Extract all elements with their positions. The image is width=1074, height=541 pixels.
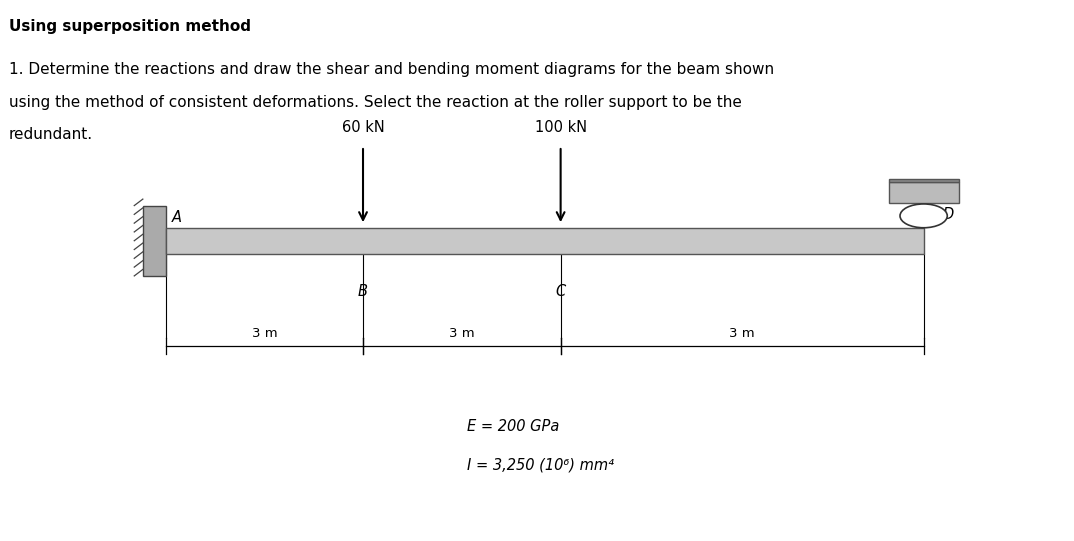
Bar: [889, 179, 959, 182]
Text: 1. Determine the reactions and draw the shear and bending moment diagrams for th: 1. Determine the reactions and draw the …: [9, 62, 773, 77]
Circle shape: [900, 204, 947, 228]
Text: Using superposition method: Using superposition method: [9, 19, 250, 34]
Bar: [166, 228, 924, 254]
Text: C: C: [555, 284, 566, 299]
Text: 100 kN: 100 kN: [535, 120, 586, 135]
Text: 3 m: 3 m: [729, 327, 755, 340]
Bar: [889, 182, 959, 203]
Text: B: B: [358, 284, 368, 299]
Text: A: A: [172, 210, 182, 225]
Text: D: D: [943, 207, 954, 222]
Text: redundant.: redundant.: [9, 127, 92, 142]
Text: E = 200 GPa: E = 200 GPa: [467, 419, 560, 434]
Text: 3 m: 3 m: [449, 327, 475, 340]
Text: 3 m: 3 m: [252, 327, 277, 340]
Text: 60 kN: 60 kN: [342, 120, 384, 135]
Text: using the method of consistent deformations. Select the reaction at the roller s: using the method of consistent deformati…: [9, 95, 741, 110]
Text: I = 3,250 (10⁶) mm⁴: I = 3,250 (10⁶) mm⁴: [467, 457, 614, 472]
Bar: [143, 206, 166, 276]
